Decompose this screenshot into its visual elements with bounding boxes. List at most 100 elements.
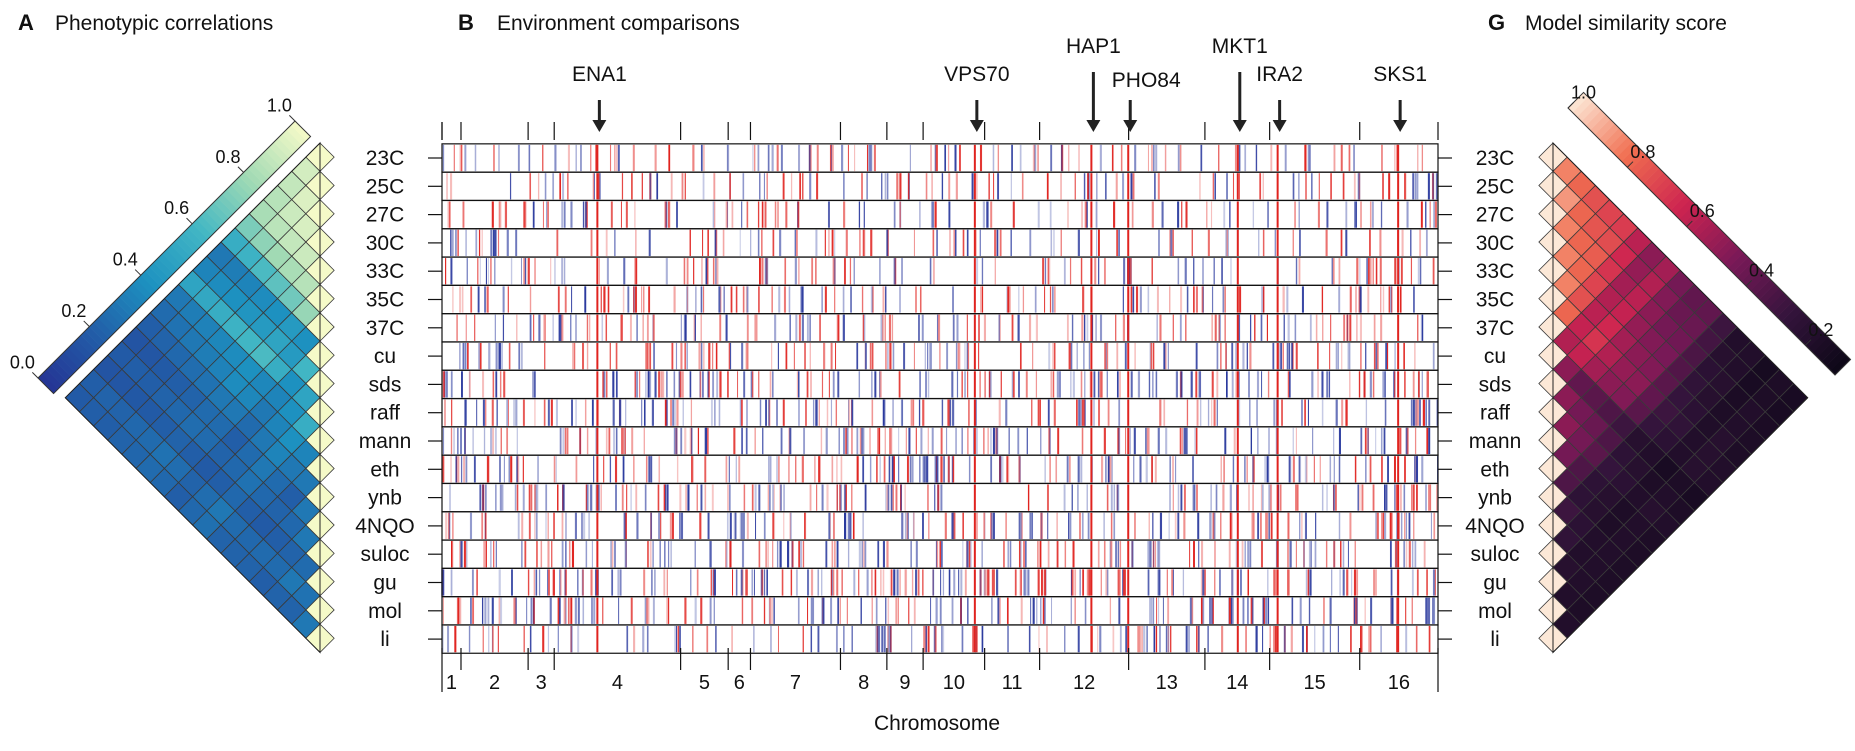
chromosome-label: 4 (612, 672, 623, 694)
environment-label-right: 30C (1476, 232, 1515, 255)
environment-strip (442, 399, 1438, 427)
environment-label-right: 4NQO (1465, 515, 1525, 538)
chromosome-label: 6 (734, 672, 745, 694)
gene-label: IRA2 (1256, 63, 1303, 86)
environment-label-left: suloc (360, 543, 409, 566)
gene-arrow-head (1393, 120, 1407, 132)
gene-arrow-head (592, 120, 606, 132)
chromosome-label: 12 (1073, 672, 1095, 694)
chromosome-label: 15 (1304, 672, 1326, 694)
chromosome-label: 2 (489, 672, 500, 694)
environment-label-right: li (1490, 628, 1499, 651)
panel-b-letter: B (458, 10, 474, 35)
gene-label: HAP1 (1066, 35, 1121, 58)
environment-label-right: eth (1480, 458, 1509, 481)
colorbar-tick (187, 218, 193, 224)
environment-strip (442, 144, 1438, 172)
colorbar-tick-label: 1.0 (1571, 82, 1596, 102)
environment-label-left: 35C (366, 289, 405, 312)
environment-label-left: cu (374, 345, 396, 368)
chromosome-label: 5 (699, 672, 710, 694)
colorbar-tick-label: 0.8 (1630, 142, 1655, 162)
environment-label-right: 25C (1476, 175, 1515, 198)
environment-label-right: 27C (1476, 204, 1515, 227)
colorbar-tick (289, 115, 295, 121)
colorbar-tick-label: 0.0 (10, 352, 35, 372)
colorbar-tick-label: 0.2 (61, 301, 86, 321)
panel-g-letter: G (1488, 10, 1505, 35)
panel-a-letter: A (18, 10, 34, 35)
environment-label-right: mann (1469, 430, 1522, 453)
environment-label-right: cu (1484, 345, 1506, 368)
environment-label-left: 25C (366, 175, 405, 198)
gene-label: ENA1 (572, 63, 627, 86)
colorbar-tick (84, 321, 90, 327)
environment-strip (442, 172, 1438, 200)
chromosome-label: 3 (536, 672, 547, 694)
gene-label: VPS70 (944, 63, 1009, 86)
gene-label: PHO84 (1112, 69, 1181, 92)
environment-label-left: mol (368, 600, 402, 623)
environment-strip (442, 625, 1438, 653)
environment-label-right: ynb (1478, 487, 1512, 510)
panel-g-title: Model similarity score (1525, 12, 1727, 35)
panel-g-similarity-heatmap (1539, 143, 1808, 652)
environment-label-left: ynb (368, 487, 402, 510)
chromosome-label: 16 (1388, 672, 1410, 694)
environment-label-left: gu (373, 572, 396, 595)
environment-label-right: sds (1479, 373, 1512, 396)
panel-a-title: Phenotypic correlations (55, 12, 273, 35)
environment-label-left: 4NQO (355, 515, 415, 538)
chromosome-label: 11 (1002, 672, 1023, 694)
chromosome-axis-label: Chromosome (874, 712, 1000, 735)
gene-arrow-head (1086, 120, 1100, 132)
environment-strip (442, 285, 1438, 313)
environment-label-left: sds (369, 373, 402, 396)
environment-label-right: suloc (1470, 543, 1519, 566)
colorbar-tick-label: 0.2 (1808, 320, 1833, 340)
environment-label-right: 35C (1476, 289, 1515, 312)
environment-label-left: li (380, 628, 389, 651)
gene-annotations: ENA1 VPS70 HAP1 PHO84 MKT1 IRA2 SKS1 (572, 35, 1427, 132)
chromosome-label: 10 (943, 672, 965, 694)
environment-label-right: gu (1483, 572, 1506, 595)
colorbar-tick (32, 372, 38, 378)
environment-label-left: 23C (366, 147, 405, 170)
environment-label-left: raff (370, 402, 400, 425)
panel-b-environment-comparisons: 23C 23C 25C 25C 27C 27C 30C 30C 33C 33C 35C 35C 37C 3… (355, 122, 1525, 694)
environment-strip (442, 427, 1438, 455)
environment-label-right: 33C (1476, 260, 1515, 283)
chromosome-label: 7 (790, 672, 801, 694)
environment-label-right: mol (1478, 600, 1512, 623)
chromosome-label: 14 (1226, 672, 1248, 694)
chromosome-label: 9 (899, 672, 910, 694)
environment-label-right: 23C (1476, 147, 1515, 170)
gene-label: MKT1 (1212, 35, 1268, 58)
chromosome-label: 1 (446, 672, 457, 694)
colorbar-tick-label: 0.4 (113, 250, 138, 270)
colorbar-tick-label: 0.4 (1749, 260, 1774, 280)
colorbar-tick-label: 0.6 (1690, 201, 1715, 221)
colorbar-tick-label: 1.0 (267, 95, 292, 115)
colorbar-tick-label: 0.6 (164, 198, 189, 218)
gene-label: SKS1 (1373, 63, 1427, 86)
environment-label-left: 27C (366, 204, 405, 227)
environment-label-right: 37C (1476, 317, 1515, 340)
environment-label-left: 30C (366, 232, 405, 255)
chromosome-label: 13 (1156, 672, 1178, 694)
environment-label-left: eth (370, 458, 399, 481)
gene-arrow-head (1273, 120, 1287, 132)
gene-arrow-head (1123, 120, 1137, 132)
colorbar-tick-label: 0.8 (216, 147, 241, 167)
panel-b-title: Environment comparisons (497, 12, 740, 35)
colorbar-tick (135, 270, 141, 276)
environment-label-left: 33C (366, 260, 405, 283)
environment-label-left: mann (359, 430, 412, 453)
gene-arrow-head (1233, 120, 1247, 132)
environment-label-right: raff (1480, 402, 1510, 425)
environment-strip (442, 257, 1438, 285)
gene-arrow-head (970, 120, 984, 132)
colorbar-tick (238, 167, 244, 173)
chromosome-label: 8 (858, 672, 869, 694)
